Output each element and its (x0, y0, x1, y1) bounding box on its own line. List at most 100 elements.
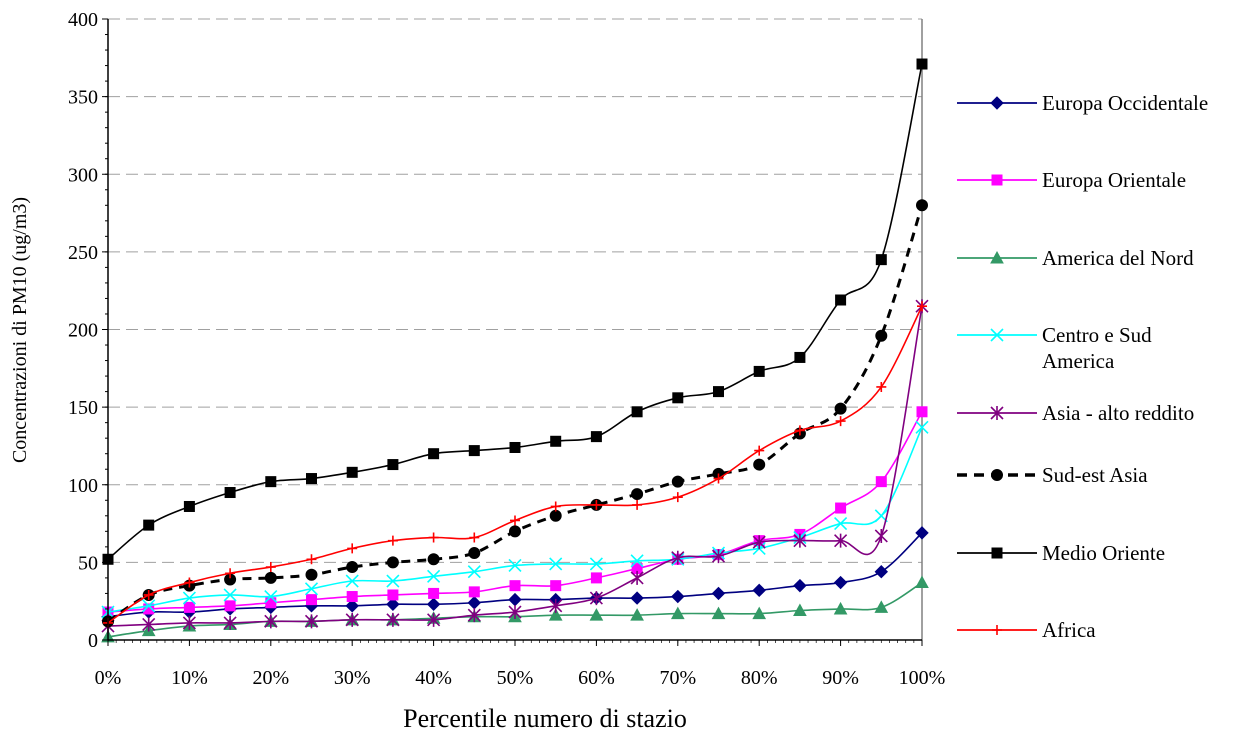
data-point-sud-est-asia (834, 402, 847, 415)
data-point-asia-alto-reddito (589, 591, 603, 606)
legend-marker-medio-oriente (991, 547, 1003, 559)
data-point-africa (713, 473, 724, 484)
legend-entry-asia-alto-reddito: Asia - alto reddito (957, 401, 1194, 425)
y-tick-label: 250 (68, 242, 98, 264)
legend-marker-america-del-nord (990, 250, 1004, 264)
data-point-europa-occidentale (386, 597, 400, 611)
data-point-sud-est-asia (875, 329, 888, 342)
data-point-centro-e-sud-america (345, 574, 359, 588)
y-tick-label: 300 (68, 164, 98, 186)
legend-label-africa: Africa (1042, 618, 1096, 642)
legend-marker-asia-alto-reddito (990, 406, 1004, 420)
data-point-asia-alto-reddito (711, 549, 726, 564)
data-point-asia-alto-reddito (304, 614, 319, 629)
data-point-europa-orientale (265, 597, 277, 609)
data-point-europa-orientale (468, 586, 480, 598)
data-point-medio-oriente (306, 473, 317, 485)
series-africa (103, 301, 927, 628)
data-point-medio-oriente (590, 431, 602, 443)
data-point-africa (143, 589, 154, 600)
data-point-medio-oriente (346, 466, 358, 478)
data-point-africa (835, 416, 846, 427)
data-point-europa-orientale (224, 600, 236, 612)
legend-marker-europa-occidentale (990, 96, 1004, 110)
x-axis-title: Percentile numero di stazio (403, 704, 687, 733)
data-point-sud-est-asia (346, 561, 359, 574)
x-tick-label: 10% (171, 667, 208, 689)
legend-entry-america-del-nord: America del Nord (957, 246, 1194, 270)
data-point-centro-e-sud-america (223, 588, 237, 602)
series-line-sud-est-asia (107, 204, 924, 623)
y-tick-label: 50 (78, 552, 98, 574)
data-point-europa-occidentale (874, 564, 889, 579)
data-point-africa (184, 577, 195, 588)
y-axis-title: Concentrazioni di PM10 (ug/m3) (9, 197, 31, 463)
legend-label-line: Centro e Sud (1042, 323, 1152, 347)
data-point-asia-alto-reddito (264, 614, 278, 629)
data-point-medio-oriente (183, 500, 195, 512)
data-point-medio-oriente (875, 254, 887, 266)
data-point-sud-est-asia (671, 475, 684, 488)
data-point-centro-e-sud-america (834, 516, 848, 531)
legend-entry-medio-oriente: Medio Oriente (957, 541, 1165, 565)
data-point-europa-occidentale (671, 589, 685, 604)
legend: Europa Occidentale Europa Orientale Americ… (957, 91, 1208, 642)
data-point-medio-oriente (224, 487, 236, 499)
data-point-medio-oriente (916, 58, 928, 70)
data-point-europa-orientale (550, 580, 562, 592)
y-tick-label: 400 (68, 9, 98, 31)
x-tick-label: 60% (578, 667, 615, 689)
data-point-europa-orientale (387, 589, 399, 601)
data-point-america-del-nord (711, 606, 726, 620)
series-line-medio-oriente (107, 63, 923, 560)
legend-label-medio-oriente: Medio Oriente (1042, 541, 1165, 565)
legend-label-asia-alto-reddito: Asia - alto reddito (1042, 401, 1194, 425)
data-point-africa (591, 499, 602, 510)
data-point-sud-est-asia (264, 571, 277, 584)
data-point-europa-occidentale (426, 597, 441, 611)
y-tick-label: 200 (68, 320, 98, 342)
data-point-asia-alto-reddito (874, 528, 888, 543)
legend-label-america-del-nord: America del Nord (1042, 246, 1194, 270)
data-point-europa-orientale (346, 591, 358, 603)
data-point-centro-e-sud-america (427, 569, 441, 583)
data-point-europa-occidentale (508, 592, 522, 607)
data-point-sud-est-asia (386, 556, 399, 569)
data-point-africa (387, 535, 398, 546)
x-tick-label: 0% (95, 667, 122, 689)
data-point-africa (265, 562, 276, 573)
data-point-asia-alto-reddito (508, 605, 522, 620)
data-point-asia-alto-reddito (671, 550, 685, 565)
data-point-sud-est-asia (305, 568, 318, 581)
data-point-asia-alto-reddito (345, 612, 359, 627)
data-point-europa-occidentale (833, 575, 848, 590)
data-point-africa (225, 568, 236, 579)
data-point-asia-alto-reddito (223, 615, 237, 630)
data-point-medio-oriente (794, 351, 806, 363)
x-tick-label: 20% (252, 667, 289, 689)
data-point-europa-orientale (306, 594, 317, 606)
data-point-sud-est-asia (916, 199, 928, 212)
data-point-america-del-nord (793, 603, 807, 617)
data-point-europa-orientale (183, 601, 195, 613)
data-point-europa-orientale (428, 587, 440, 599)
data-point-asia-alto-reddito (386, 612, 400, 627)
axes: 0 50 100 150 200 250 300 350 400 0% 10% 20% 30% 40% 50… (68, 9, 945, 689)
data-point-africa (510, 515, 520, 526)
data-point-medio-oriente (631, 406, 643, 418)
legend-entry-europa-occidentale: Europa Occidentale (957, 91, 1208, 115)
series-europa-orientale (102, 406, 928, 618)
data-point-europa-orientale (916, 406, 928, 418)
x-tick-label: 70% (659, 667, 696, 689)
data-point-africa (917, 301, 927, 312)
data-point-medio-oriente (713, 386, 724, 398)
data-point-america-del-nord (548, 608, 563, 621)
data-point-europa-occidentale (752, 583, 766, 598)
data-point-centro-e-sud-america (304, 582, 319, 596)
data-point-europa-occidentale (630, 591, 644, 605)
data-point-america-del-nord (630, 608, 644, 621)
series-line-asia-alto-reddito (107, 306, 923, 627)
data-point-centro-e-sud-america (467, 565, 481, 579)
data-point-centro-e-sud-america (589, 557, 603, 571)
